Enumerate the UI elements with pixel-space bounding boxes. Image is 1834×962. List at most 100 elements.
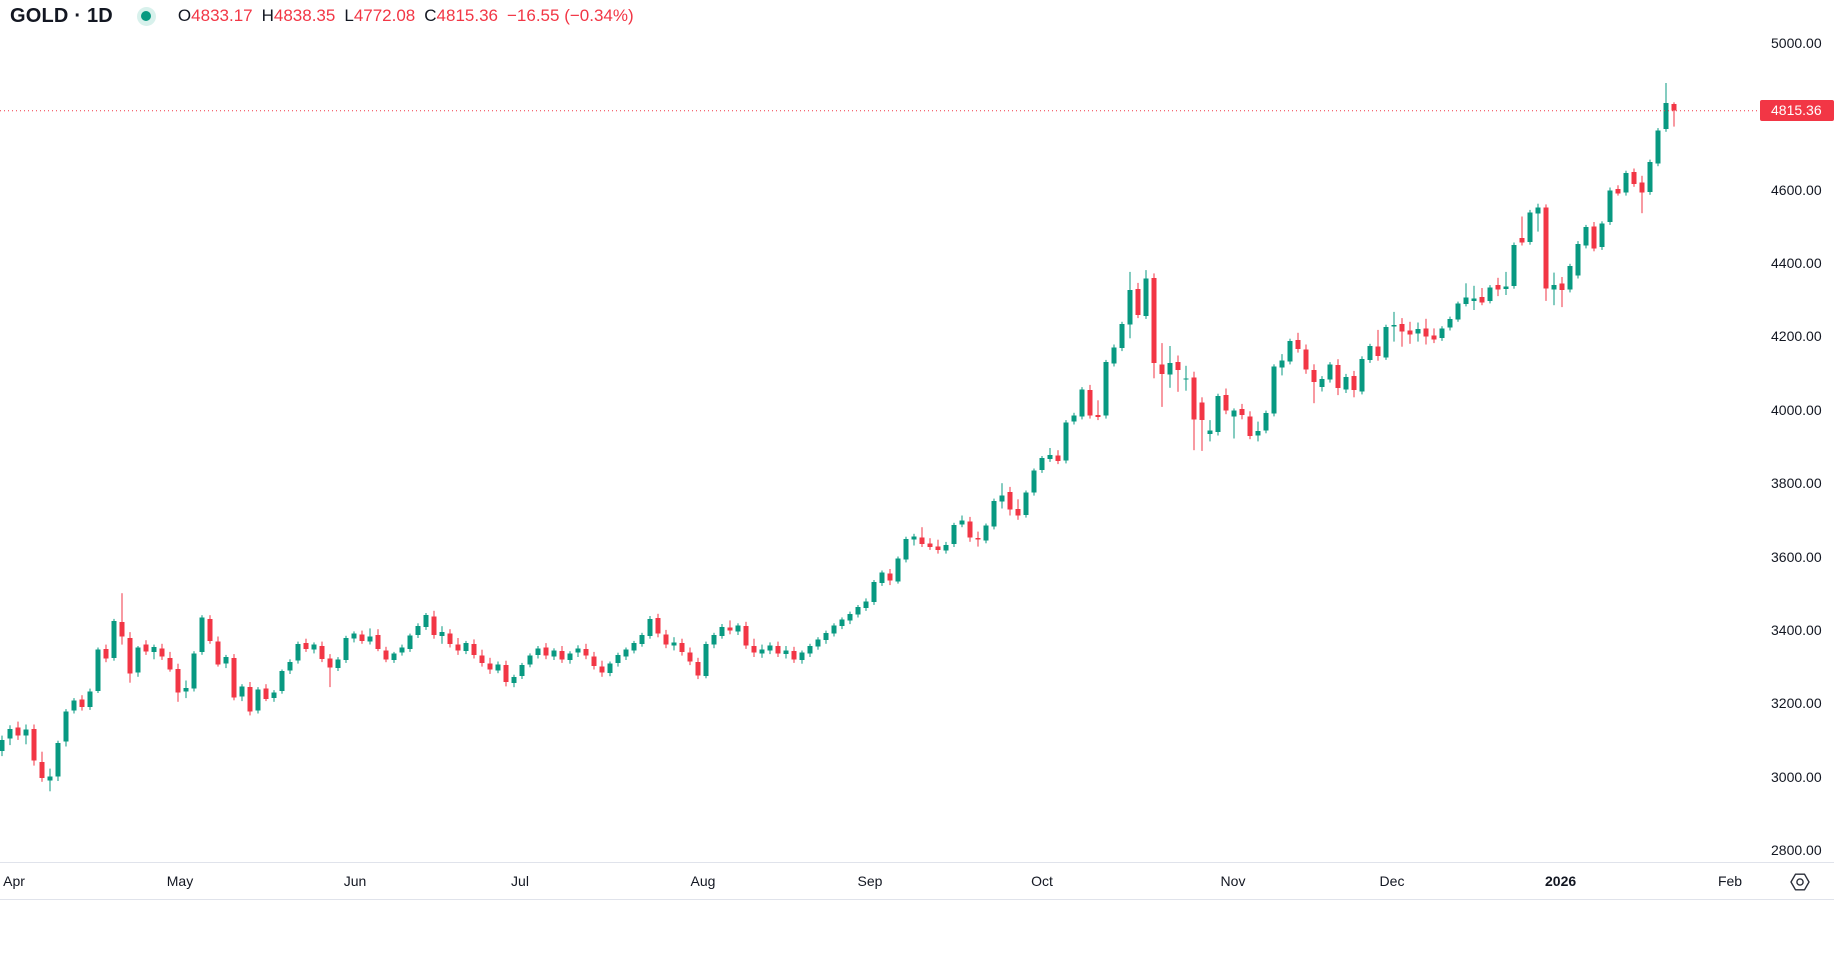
candle-body: [1631, 172, 1637, 184]
candle-body: [455, 644, 461, 651]
candle-body: [847, 613, 853, 621]
candle-body: [1431, 335, 1437, 340]
candle-body: [1279, 360, 1285, 368]
candle-body: [183, 687, 189, 692]
candle-wick: [1521, 216, 1523, 246]
candle-body: [287, 662, 293, 671]
candle-body: [1527, 212, 1533, 242]
candle-body: [87, 691, 93, 707]
candle-body: [255, 689, 261, 711]
candle-body: [1047, 454, 1053, 459]
candle-body: [503, 665, 509, 682]
candle-body: [1415, 329, 1421, 334]
axis-settings-button[interactable]: [1789, 871, 1811, 893]
candle-body: [79, 699, 85, 707]
candle-body: [775, 646, 781, 654]
candle-body: [1103, 362, 1109, 416]
candle-body: [935, 546, 941, 550]
price-tick-label: 3000.00: [1771, 769, 1822, 785]
price-tick-label: 3600.00: [1771, 549, 1822, 565]
candle-body: [759, 649, 765, 654]
candle-body: [167, 657, 173, 670]
candle-wick: [1561, 277, 1563, 308]
candle-body: [1303, 349, 1309, 370]
candle-body: [1623, 172, 1629, 193]
candle-body: [1023, 492, 1029, 515]
candle-body: [1519, 238, 1525, 243]
candle-body: [1671, 104, 1677, 111]
candle-body: [407, 635, 413, 649]
candle-body: [1559, 283, 1565, 291]
time-axis-separator: [0, 862, 1834, 863]
symbol-title[interactable]: GOLD · 1D: [10, 5, 113, 27]
candle-body: [599, 666, 605, 673]
price-axis[interactable]: 5000.00 4600.00 4400.00 4200.00 4000.00 3800.…: [1756, 0, 1834, 862]
market-status-dot-inner: [141, 11, 152, 21]
candle-body: [911, 536, 917, 540]
candle-body: [623, 649, 629, 657]
candle-body: [671, 642, 677, 646]
candle-body: [279, 671, 285, 691]
time-axis[interactable]: Apr May Jun Jul Aug Sep Oct Nov Dec 2026 Feb: [0, 863, 1834, 899]
candle-body: [471, 643, 477, 655]
candle-body: [1079, 389, 1085, 417]
candle-body: [799, 652, 805, 660]
candle-body: [655, 618, 661, 634]
candle-body: [343, 638, 349, 660]
candle-body: [55, 742, 61, 777]
candle-body: [63, 711, 69, 742]
candle-body: [47, 776, 53, 781]
candle-body: [551, 650, 557, 657]
candle-body: [735, 625, 741, 632]
time-tick-label: Jul: [511, 873, 529, 889]
candle-body: [1151, 277, 1157, 363]
price-tick-label: 4000.00: [1771, 402, 1822, 418]
candle-body: [1439, 328, 1445, 338]
candle-body: [1207, 430, 1213, 435]
candle-body: [975, 538, 981, 540]
candle-body: [1447, 318, 1453, 328]
candle-body: [687, 652, 693, 662]
candle-wick: [121, 593, 123, 645]
price-tick-label: 2800.00: [1771, 842, 1822, 858]
candle-body: [1423, 328, 1429, 337]
candle-body: [335, 659, 341, 669]
candle-body: [535, 648, 541, 655]
candle-body: [1383, 326, 1389, 358]
candle-body: [983, 525, 989, 541]
candle-body: [959, 520, 965, 525]
candle-body: [463, 643, 469, 652]
candle-body: [863, 601, 869, 608]
candle-body: [231, 657, 237, 698]
candle-body: [1175, 362, 1181, 371]
candle-body: [151, 646, 157, 652]
candle-body: [319, 646, 325, 660]
candle-body: [1543, 207, 1549, 289]
candle-body: [1215, 395, 1221, 432]
candle-wick: [1377, 329, 1379, 361]
candle-body: [1263, 412, 1269, 431]
candle-body: [423, 615, 429, 627]
candle-body: [31, 729, 37, 761]
candle-body: [39, 762, 45, 779]
candle-body: [431, 616, 437, 635]
time-tick-label: Oct: [1031, 873, 1053, 889]
candle-body: [1287, 340, 1293, 362]
candle-body: [415, 626, 421, 635]
candle-body: [1663, 103, 1669, 129]
gear-icon: [1790, 873, 1810, 891]
candle-body: [1455, 303, 1461, 320]
candle-body: [1095, 415, 1101, 418]
candle-body: [1375, 346, 1381, 357]
candle-body: [751, 646, 757, 653]
candle-body: [119, 621, 125, 637]
candle-body: [943, 544, 949, 551]
candle-body: [1359, 359, 1365, 392]
candle-body: [887, 573, 893, 581]
candle-body: [295, 643, 301, 661]
candle-wick: [1481, 288, 1483, 306]
candle-body: [1479, 296, 1485, 303]
candle-body: [375, 635, 381, 649]
